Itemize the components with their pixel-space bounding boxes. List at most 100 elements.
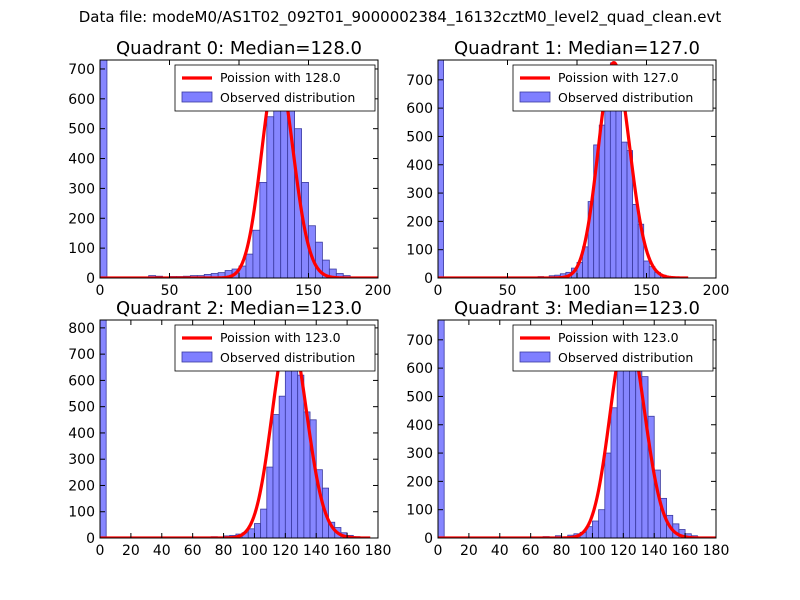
q2-y-tick-label: 0 <box>86 531 95 547</box>
q3-x-tick-label: 100 <box>579 543 606 559</box>
q0-bar-14 <box>245 253 254 278</box>
q2-bar-9 <box>266 466 274 538</box>
q3-x-tick-label: 180 <box>703 543 730 559</box>
q2-x-tick-label: 120 <box>272 543 299 559</box>
q0-x-tick-label: 150 <box>295 283 322 299</box>
q1-bar-11 <box>598 124 606 278</box>
q2-bar-6 <box>247 528 255 538</box>
q1-y-tick-label: 0 <box>424 271 433 287</box>
q3-x-tick-label: 160 <box>672 543 699 559</box>
q1-x-tick-label: 50 <box>499 283 517 299</box>
q2-bar-0 <box>100 320 107 538</box>
q1-poisson-fit-line <box>438 61 690 278</box>
q1-x-tick-label: 100 <box>564 283 591 299</box>
q2-x-tick-label: 180 <box>365 543 392 559</box>
q0-y-tick-label: 300 <box>68 181 95 197</box>
q3-legend-label-fit: Poission with 123.0 <box>558 330 679 345</box>
q1-y-tick-label: 400 <box>406 158 433 174</box>
q3-y-tick-label: 400 <box>406 418 433 434</box>
q1-bar-14 <box>615 102 622 278</box>
q2-plot-area <box>100 320 372 538</box>
q3-x-tick-label: 60 <box>522 543 540 559</box>
q2-x-tick-label: 40 <box>153 543 171 559</box>
q2-bar-14 <box>297 374 305 538</box>
quadrant-3-panel: 0 20 40 60 80 100 120 140 160 1800100200300400500… <box>406 298 729 559</box>
q0-legend-label-observed: Observed distribution <box>220 90 355 105</box>
q2-x-tick-label: 80 <box>215 543 233 559</box>
q1-bar-0 <box>438 60 444 278</box>
q3-y-tick-label: 500 <box>406 389 433 405</box>
q0-y-tick-label: 500 <box>68 122 95 138</box>
q2-y-tick-label: 800 <box>68 321 95 337</box>
q0-bar-16 <box>259 182 268 278</box>
q1-y-tick-label: 100 <box>406 243 433 259</box>
q3-y-tick-label: 200 <box>406 474 433 490</box>
q2-x-tick-label: 20 <box>122 543 140 559</box>
q3-bar-0 <box>438 320 445 538</box>
q2-title: Quadrant 2: Median=123.0 <box>116 298 362 319</box>
q0-y-tick-label: 0 <box>86 271 95 287</box>
q1-x-tick-label: 200 <box>703 283 730 299</box>
q0-legend-bar-swatch <box>181 91 213 103</box>
quadrant-0-panel: 0 50 100 150 200 0 100 200 300 400 500 600 700 Quadra… <box>68 38 391 299</box>
q3-x-tick-label: 80 <box>553 543 571 559</box>
quadrant-1-panel: 0 50 100 150 200 0 100 200 300 400 500 600 700 Quadra… <box>406 38 729 299</box>
q0-y-tick-label: 100 <box>68 241 95 257</box>
q2-bar-7 <box>254 523 262 538</box>
q2-legend-box <box>174 324 376 372</box>
q3-y-tick-label: 100 <box>406 503 433 519</box>
q2-legend-bar-swatch <box>181 351 213 363</box>
q2-y-tick-label: 200 <box>68 478 95 494</box>
q3-poisson-fit-line <box>438 328 716 538</box>
q3-x-tick-label: 120 <box>610 543 637 559</box>
q1-bar-15 <box>621 141 628 278</box>
quadrant-2-panel: 0 20 40 60 80 100 120 140 160 1800100200300400500… <box>68 298 391 559</box>
q0-legend-label-fit: Poission with 128.0 <box>220 70 341 85</box>
q3-y-tick-label: 600 <box>406 361 433 377</box>
figure-title: Data file: modeM0/AS1T02_092T01_90000023… <box>78 8 722 26</box>
q2-bar-8 <box>260 508 268 538</box>
q3-legend-box <box>512 324 714 372</box>
q2-bar-12 <box>284 358 292 538</box>
q2-legend-label-fit: Poission with 123.0 <box>220 330 341 345</box>
q1-bar-12 <box>604 85 611 278</box>
q0-x-tick-label: 50 <box>161 283 179 299</box>
q0-x-tick-label: 100 <box>226 283 253 299</box>
q3-x-tick-label: 0 <box>434 543 443 559</box>
q0-plot-area <box>100 60 378 278</box>
q0-y-tick-label: 400 <box>68 152 95 168</box>
q3-x-tick-label: 40 <box>491 543 509 559</box>
q3-axes-frame <box>437 319 717 539</box>
q3-legend-bar-swatch <box>519 351 551 363</box>
q0-bar-0 <box>100 60 108 278</box>
q3-bar-10 <box>610 407 618 538</box>
q2-legend-label-observed: Observed distribution <box>220 350 355 365</box>
q2-y-tick-label: 600 <box>68 373 95 389</box>
q1-x-tick-label: 0 <box>434 283 443 299</box>
q1-legend-label-fit: Poission with 127.0 <box>558 70 679 85</box>
q1-y-tick-label: 200 <box>406 214 433 230</box>
q2-bar-11 <box>278 395 286 538</box>
q1-legend-box <box>512 64 714 112</box>
q0-bar-15 <box>252 229 261 278</box>
q0-y-tick-label: 700 <box>68 62 95 78</box>
q2-y-tick-label: 700 <box>68 347 95 363</box>
q2-x-tick-label: 140 <box>303 543 330 559</box>
q3-y-tick-label: 700 <box>406 333 433 349</box>
q0-bar-17 <box>266 116 275 278</box>
q1-y-tick-label: 500 <box>406 129 433 145</box>
q0-title: Quadrant 0: Median=128.0 <box>116 38 362 59</box>
q2-poisson-fit-line <box>100 328 372 538</box>
q3-x-tick-label: 140 <box>641 543 668 559</box>
q1-y-tick-label: 600 <box>406 101 433 117</box>
q3-y-tick-label: 0 <box>424 531 433 547</box>
q0-x-tick-label: 0 <box>96 283 105 299</box>
q0-x-tick-label: 200 <box>365 283 392 299</box>
q0-poisson-fit-line <box>100 67 378 278</box>
q3-bar-11 <box>616 367 624 538</box>
q2-y-tick-label: 400 <box>68 426 95 442</box>
q1-title: Quadrant 1: Median=127.0 <box>454 38 700 59</box>
q1-y-tick-label: 300 <box>406 186 433 202</box>
q3-plot-area <box>438 320 716 538</box>
q2-y-tick-label: 500 <box>68 400 95 416</box>
